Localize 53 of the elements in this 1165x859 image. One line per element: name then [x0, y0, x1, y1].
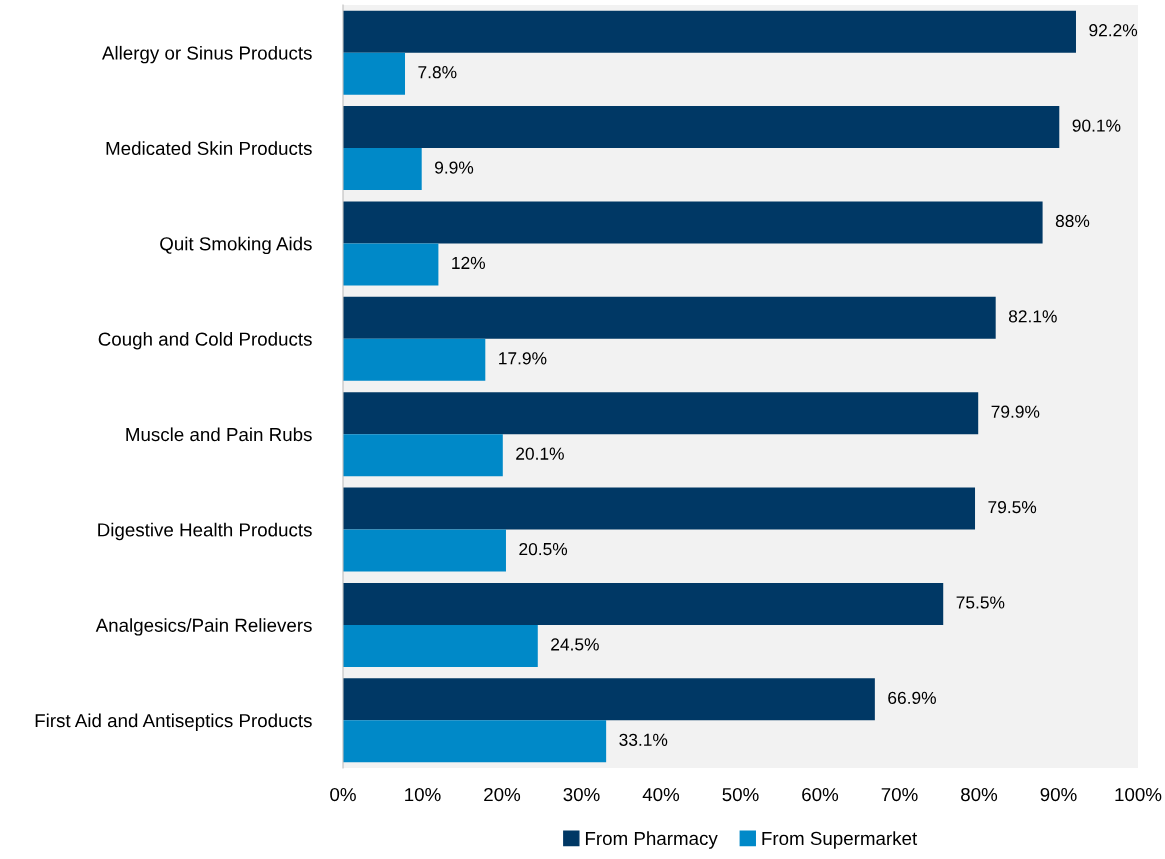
x-tick-label: 90%	[1040, 787, 1077, 802]
x-tick-label: 20%	[484, 787, 521, 802]
data-label: 79.5%	[988, 500, 1037, 514]
x-tick-label: 0%	[330, 787, 356, 802]
data-label: 88%	[1055, 214, 1090, 228]
y-tick-label: Cough and Cold Products	[98, 332, 312, 350]
x-tick-label: 70%	[881, 787, 918, 802]
y-tick-label: First Aid and Antiseptics Products	[35, 713, 312, 731]
legend-label: From Supermarket	[762, 831, 918, 849]
data-label: 20.5%	[519, 542, 568, 556]
data-label: 79.9%	[991, 405, 1040, 418]
bar	[343, 148, 422, 191]
data-label: 17.9%	[499, 352, 547, 365]
x-tick-label: 10%	[405, 787, 441, 802]
data-label: 75.5%	[956, 596, 1005, 609]
legend-label: From Pharmacy	[585, 831, 718, 849]
bar	[343, 434, 503, 477]
y-tick-label: Allergy or Sinus Products	[101, 45, 312, 64]
y-tick-label: Analgesics/Pain Relievers	[95, 618, 312, 636]
y-tick-label: Digestive Health Products	[98, 522, 312, 541]
data-label: 82.1%	[1008, 310, 1057, 323]
bar	[343, 582, 944, 625]
x-tick-label: 30%	[563, 787, 600, 802]
bar	[343, 678, 875, 721]
x-tick-label: 60%	[802, 787, 839, 802]
y-tick-label: Medicated Skin Products	[106, 141, 312, 156]
y-tick-label: Quit Smoking Aids	[160, 236, 312, 255]
x-tick-label: 50%	[722, 787, 759, 802]
bar	[343, 487, 976, 530]
bar	[343, 106, 1060, 149]
bar	[343, 338, 486, 381]
data-label: 92.2%	[1089, 24, 1138, 37]
bar	[343, 243, 439, 286]
y-tick-label: Muscle and Pain Rubs	[126, 427, 312, 442]
bar	[343, 624, 538, 667]
bar	[343, 52, 406, 95]
data-label: 9.9%	[435, 161, 474, 174]
data-label: 20.1%	[516, 447, 564, 460]
data-label: 33.1%	[619, 733, 668, 746]
x-tick-label: 80%	[961, 787, 998, 802]
x-tick-label: 100%	[1115, 787, 1162, 802]
data-label: 24.5%	[551, 638, 599, 651]
bar	[343, 720, 607, 763]
bar	[343, 529, 506, 572]
data-label: 90.1%	[1072, 119, 1121, 132]
data-label: 66.9%	[888, 691, 936, 704]
bar	[343, 296, 996, 339]
data-label: 7.8%	[418, 66, 457, 79]
bar	[343, 392, 979, 435]
bar	[343, 10, 1076, 53]
data-label: 12%	[452, 256, 486, 270]
bar	[343, 201, 1043, 244]
x-tick-label: 40%	[642, 787, 680, 802]
